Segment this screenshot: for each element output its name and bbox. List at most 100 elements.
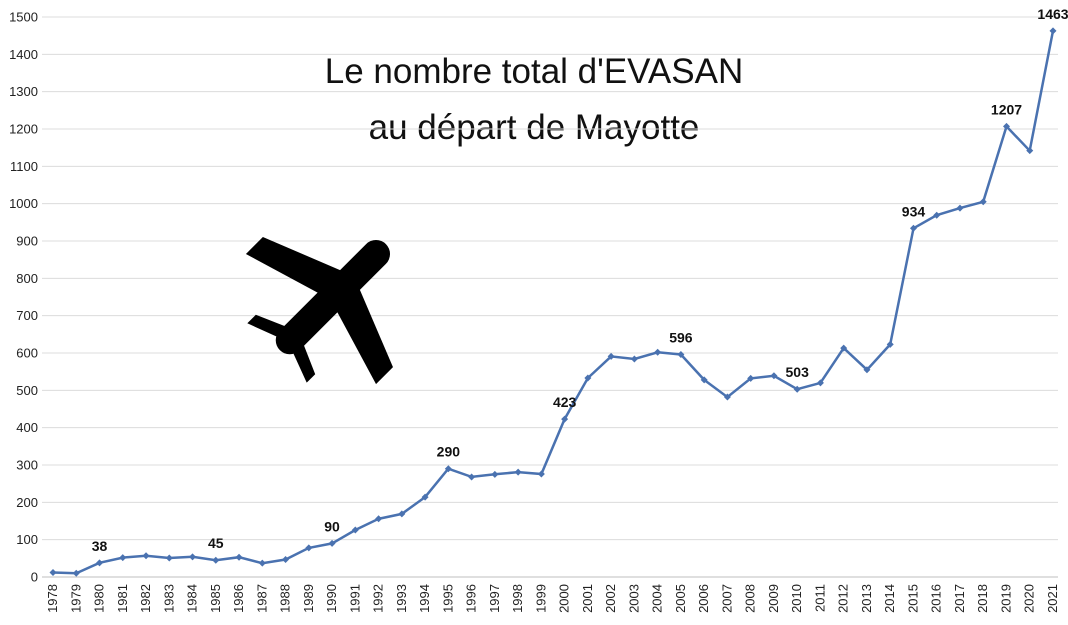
y-axis-tick-labels: 0 100 200 300 400 500 600 700 800 900 1000 1100 1200…	[9, 10, 38, 585]
data-label: 596	[669, 329, 693, 345]
data-point	[1049, 27, 1057, 35]
x-tick-label: 1992	[371, 584, 386, 613]
data-point	[305, 544, 313, 552]
x-tick-label: 1998	[510, 584, 525, 613]
chart-title-line2: au départ de Mayotte	[368, 108, 700, 147]
x-tick-label: 2001	[580, 584, 595, 613]
data-label: 1207	[991, 101, 1022, 117]
x-tick-label: 2011	[812, 584, 827, 612]
y-tick-label: 500	[16, 383, 38, 398]
data-point	[793, 385, 801, 393]
x-tick-label: 1988	[278, 584, 293, 613]
gridlines	[42, 16, 1058, 541]
data-point	[956, 204, 964, 212]
data-point	[630, 355, 638, 363]
x-tick-label: 1982	[138, 584, 153, 613]
x-tick-label: 1985	[208, 584, 223, 613]
data-point	[840, 344, 848, 352]
x-tick-label: 1999	[533, 584, 548, 613]
y-tick-label: 200	[16, 495, 38, 510]
data-point	[1026, 147, 1034, 155]
data-point	[584, 374, 592, 382]
x-tick-label: 1996	[464, 584, 479, 613]
x-tick-label: 2003	[626, 584, 641, 613]
x-tick-label: 2006	[696, 584, 711, 613]
x-tick-label: 1984	[185, 584, 200, 613]
y-tick-label: 700	[16, 308, 38, 323]
x-tick-label: 1989	[301, 584, 316, 613]
data-point	[491, 470, 499, 478]
x-tick-label: 2017	[952, 584, 967, 613]
data-point	[723, 393, 731, 401]
x-tick-label: 1997	[487, 584, 502, 613]
data-point	[747, 374, 755, 382]
x-tick-label: 1979	[68, 584, 83, 613]
data-point	[1002, 122, 1010, 130]
x-tick-label: 2009	[766, 584, 781, 613]
data-point	[933, 211, 941, 219]
x-tick-label: 2005	[673, 584, 688, 613]
x-tick-label: 2013	[859, 584, 874, 613]
data-point	[282, 555, 290, 563]
data-point	[189, 553, 197, 561]
y-tick-label: 1000	[9, 196, 38, 211]
data-label: 290	[437, 444, 461, 460]
data-point	[700, 376, 708, 384]
data-point	[677, 350, 685, 358]
data-point	[468, 473, 476, 481]
data-point	[979, 198, 987, 206]
data-point	[49, 569, 57, 577]
data-point	[537, 470, 545, 478]
x-tick-label: 2004	[650, 584, 665, 613]
data-label: 1463	[1037, 6, 1068, 22]
y-tick-label: 1300	[9, 84, 38, 99]
y-tick-label: 900	[16, 234, 38, 249]
x-tick-label: 1987	[254, 584, 269, 613]
y-tick-label: 1200	[9, 122, 38, 137]
x-tick-label: 1993	[394, 584, 409, 613]
y-tick-label: 100	[16, 532, 38, 547]
airplane-icon	[245, 237, 393, 385]
y-tick-label: 600	[16, 346, 38, 361]
x-tick-label: 1978	[45, 584, 60, 613]
x-tick-label: 1995	[440, 584, 455, 613]
x-tick-label: 1991	[347, 584, 362, 613]
x-tick-label: 2018	[975, 584, 990, 613]
data-label: 38	[92, 538, 108, 554]
x-tick-label: 2010	[789, 584, 804, 613]
data-point	[561, 415, 569, 423]
x-tick-label: 2014	[882, 584, 897, 613]
x-tick-label: 1980	[92, 584, 107, 613]
data-point	[654, 348, 662, 356]
x-tick-label: 1994	[417, 584, 432, 613]
x-tick-label: 2015	[905, 584, 920, 613]
x-tick-label: 2016	[929, 584, 944, 613]
y-tick-label: 1100	[10, 159, 38, 174]
y-tick-label: 300	[16, 458, 38, 473]
y-tick-label: 1500	[9, 10, 38, 25]
chart-title-line1: Le nombre total d'EVASAN	[324, 52, 744, 91]
data-point	[421, 493, 429, 501]
data-point	[770, 372, 778, 380]
y-tick-label: 1400	[9, 47, 38, 62]
y-tick-label: 800	[16, 271, 38, 286]
x-tick-label: 2019	[998, 584, 1013, 613]
y-tick-label: 0	[31, 570, 38, 585]
data-point	[258, 559, 266, 567]
data-point	[816, 379, 824, 387]
data-point	[235, 553, 243, 561]
data-point	[444, 465, 452, 473]
x-tick-label: 2012	[836, 584, 851, 613]
data-point	[607, 352, 615, 360]
x-tick-label: 1990	[324, 584, 339, 613]
x-tick-label: 1983	[161, 584, 176, 613]
x-tick-label: 1981	[115, 584, 130, 613]
data-label: 423	[553, 394, 577, 410]
series-line	[52, 30, 1055, 575]
x-tick-label: 2008	[743, 584, 758, 613]
data-label: 45	[208, 535, 224, 551]
data-label: 503	[786, 364, 810, 380]
data-point	[212, 556, 220, 564]
x-axis-tick-labels: 1978 1979 1980 1981 1982 1983 1984 1985 1986 1987…	[45, 584, 1060, 613]
